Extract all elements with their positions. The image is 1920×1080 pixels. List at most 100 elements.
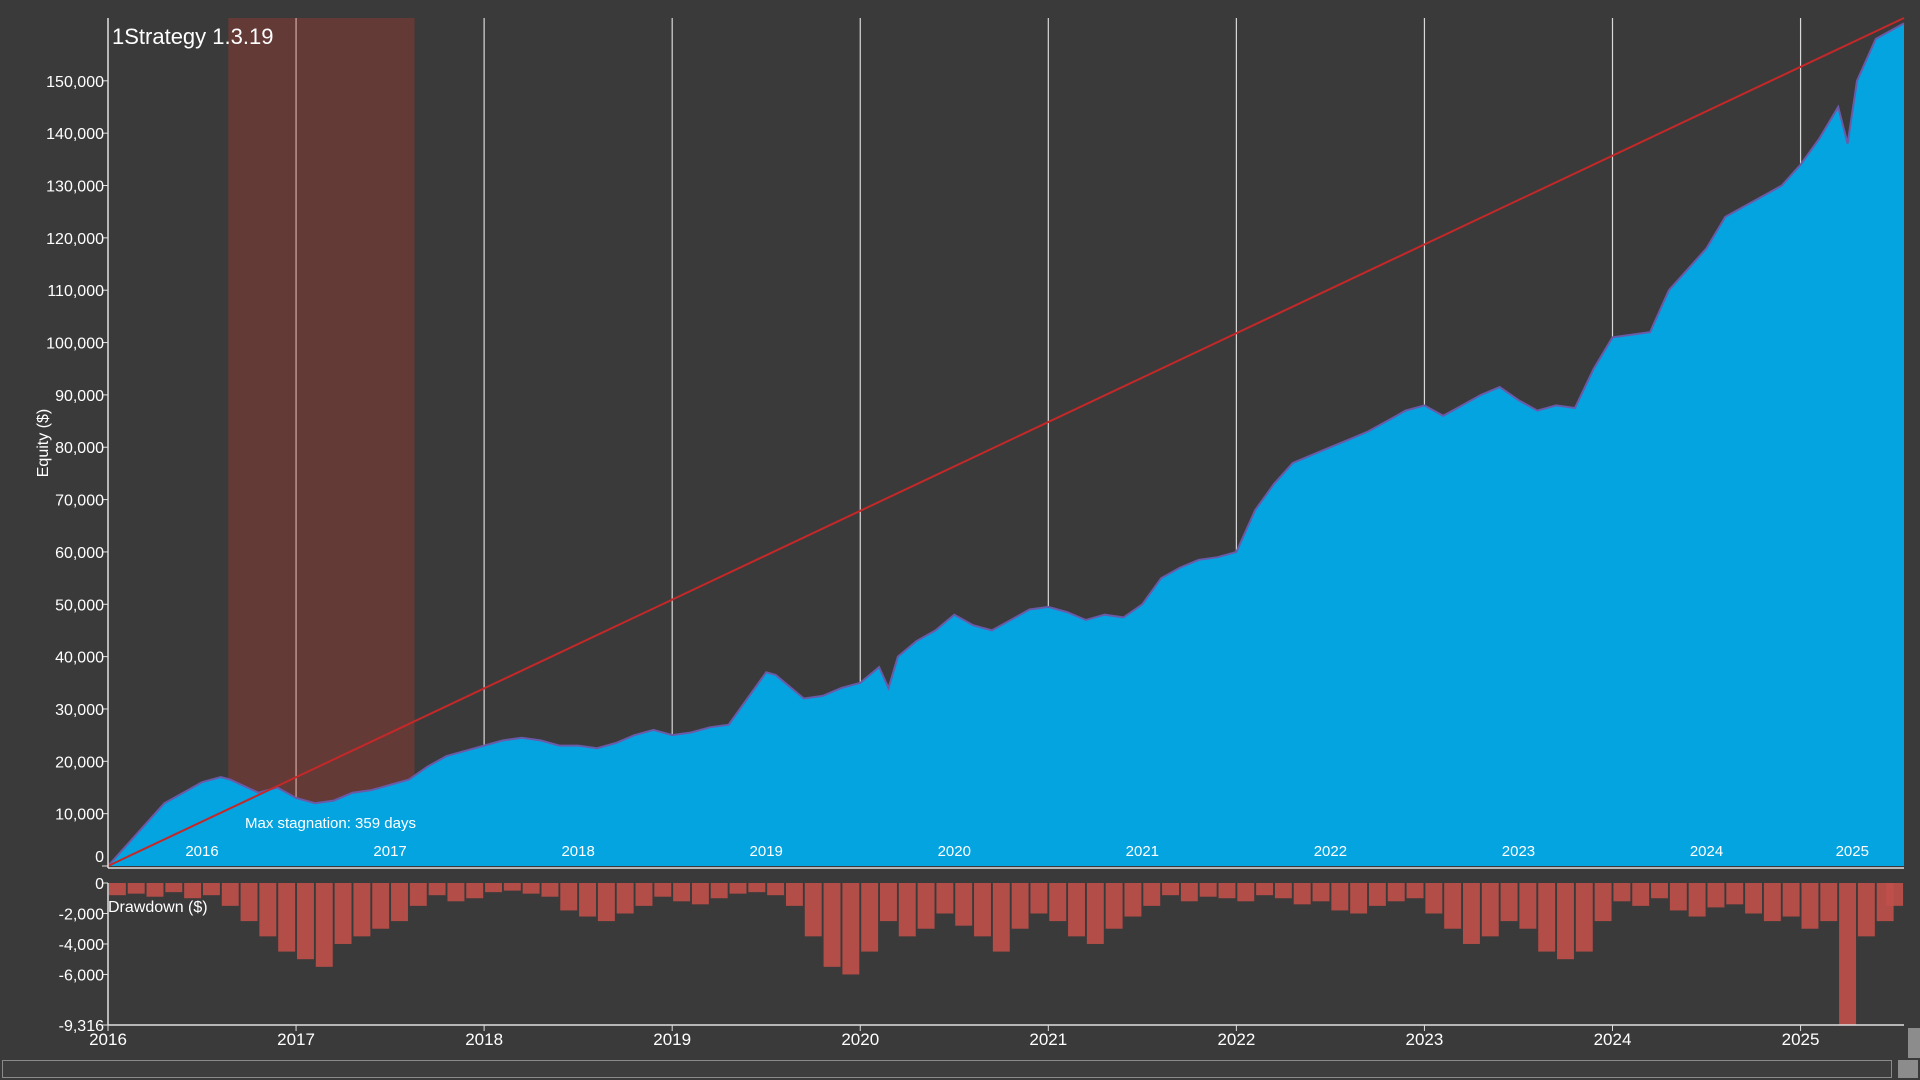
- drawdown-bar: [1462, 883, 1480, 944]
- equity-outline: [107, 22, 1905, 867]
- drawdown-bar: [297, 883, 314, 960]
- drawdown-bar: [1594, 883, 1612, 922]
- chart-title: 1Strategy 1.3.19: [112, 24, 273, 49]
- drawdown-bar: [1632, 883, 1650, 906]
- equity-ytick-label: 120,000: [46, 231, 104, 248]
- drawdown-bar: [861, 883, 879, 952]
- drawdown-bar: [1481, 883, 1499, 937]
- drawdown-bar: [1500, 883, 1518, 922]
- drawdown-y-ticks: 0 -2,000 -4,000 -6,000 -9,316: [59, 876, 108, 1035]
- equity-area: [108, 23, 1904, 866]
- drawdown-bar: [1745, 883, 1763, 914]
- drawdown-bar: [146, 883, 164, 897]
- drawdown-bar: [579, 883, 597, 917]
- year-label-2025: 2025: [1836, 843, 1869, 860]
- drawdown-bar: [1763, 883, 1781, 922]
- drawdown-bar: [1368, 883, 1386, 906]
- equity-ytick-label: 0: [95, 849, 104, 866]
- drawdown-bar: [560, 883, 578, 911]
- drawdown-bar: [353, 883, 371, 937]
- drawdown-bar: [936, 883, 954, 914]
- drawdown-bar: [1669, 883, 1687, 911]
- drawdown-bar: [1180, 883, 1198, 902]
- drawdown-bar: [635, 883, 653, 906]
- drawdown-bar: [503, 883, 521, 891]
- drawdown-bar: [165, 883, 183, 893]
- drawdown-xtick-label: 2025: [1782, 1030, 1820, 1049]
- drawdown-bar: [597, 883, 615, 922]
- year-label-2018: 2018: [561, 843, 594, 860]
- year-label-2017: 2017: [373, 843, 406, 860]
- drawdown-bar: [409, 883, 427, 906]
- drawdown-bar: [1651, 883, 1668, 899]
- equity-axes: [107, 18, 1904, 869]
- drawdown-bar: [823, 883, 841, 967]
- equity-ytick-label: 80,000: [55, 440, 104, 457]
- drawdown-bar: [654, 883, 672, 897]
- drawdown-bar: [842, 883, 860, 975]
- max-stagnation-region: [228, 18, 415, 866]
- equity-ytick-label: 130,000: [46, 179, 104, 196]
- stagnation-shade: [228, 18, 415, 866]
- drawdown-xtick-label: 2021: [1029, 1030, 1067, 1049]
- drawdown-bar: [184, 883, 202, 899]
- drawdown-bar: [428, 883, 446, 896]
- drawdown-bar: [992, 883, 1010, 952]
- vertical-scrollbar-handle[interactable]: [1908, 1028, 1920, 1058]
- equity-ytick-label: 40,000: [55, 650, 104, 667]
- drawdown-bar: [202, 883, 220, 896]
- equity-year-labels: 2016 2017 2018 2019 2020 2021 2022 2023 2024 2025: [185, 843, 1869, 860]
- drawdown-bar: [1557, 883, 1574, 960]
- drawdown-bar: [1707, 883, 1725, 908]
- drawdown-xtick-label: 2019: [653, 1030, 691, 1049]
- drawdown-bar: [1199, 883, 1217, 897]
- equity-ytick-label: 140,000: [46, 126, 104, 143]
- scrollbar-handle[interactable]: [1898, 1060, 1918, 1078]
- equity-ytick-label: 100,000: [46, 336, 104, 353]
- drawdown-bar: [729, 883, 747, 894]
- scrollbar-track[interactable]: [2, 1060, 1892, 1078]
- equity-ytick-label: 90,000: [55, 388, 104, 405]
- drawdown-bar: [447, 883, 465, 902]
- year-label-2021: 2021: [1126, 843, 1159, 860]
- drawdown-axes: [107, 883, 1904, 1026]
- drawdown-label: Drawdown ($): [108, 899, 208, 916]
- drawdown-bar: [259, 883, 277, 937]
- drawdown-ytick-label: -4,000: [59, 937, 104, 954]
- equity-ytick-label: 110,000: [47, 283, 104, 300]
- drawdown-bar: [391, 883, 408, 922]
- max-stagnation-label: Max stagnation: 359 days: [245, 815, 416, 832]
- drawdown-bar: [879, 883, 897, 922]
- drawdown-bar: [673, 883, 691, 902]
- drawdown-bar: [1820, 883, 1838, 922]
- drawdown-bar: [1274, 883, 1292, 899]
- drawdown-bar: [767, 883, 785, 896]
- drawdown-bar: [974, 883, 991, 937]
- drawdown-bar: [1011, 883, 1029, 929]
- equity-y-ticks: 0 10,000 20,000 30,000 40,000 50,000 60,000 70,…: [46, 74, 108, 867]
- drawdown-ytick-label: -2,000: [59, 906, 104, 923]
- drawdown-bar: [1839, 883, 1857, 1025]
- equity-ytick-label: 150,000: [46, 74, 104, 91]
- stagnation-label-group: Max stagnation: 359 days: [245, 815, 416, 832]
- drawdown-xtick-label: 2018: [465, 1030, 503, 1049]
- drawdown-bar: [1124, 883, 1142, 917]
- drawdown-bar: [466, 883, 484, 899]
- drawdown-xtick-label: 2023: [1406, 1030, 1444, 1049]
- drawdown-xtick-label: 2024: [1594, 1030, 1632, 1049]
- drawdown-bar: [1613, 883, 1631, 902]
- drawdown-bar: [372, 883, 390, 929]
- drawdown-bar: [691, 883, 709, 905]
- horizontal-scrollbar[interactable]: [0, 1058, 1920, 1080]
- drawdown-xtick-label: 2016: [89, 1030, 127, 1049]
- drawdown-bar: [240, 883, 258, 922]
- drawdown-bar: [917, 883, 935, 929]
- drawdown-xtick-label: 2022: [1217, 1030, 1255, 1049]
- drawdown-ytick-label: -9,316: [59, 1018, 104, 1035]
- drawdown-bar: [804, 883, 822, 937]
- drawdown-bar: [1105, 883, 1123, 929]
- drawdown-bar: [785, 883, 803, 906]
- drawdown-bar: [955, 883, 973, 926]
- drawdown-bar: [1162, 883, 1180, 896]
- drawdown-bars: [108, 883, 1904, 1025]
